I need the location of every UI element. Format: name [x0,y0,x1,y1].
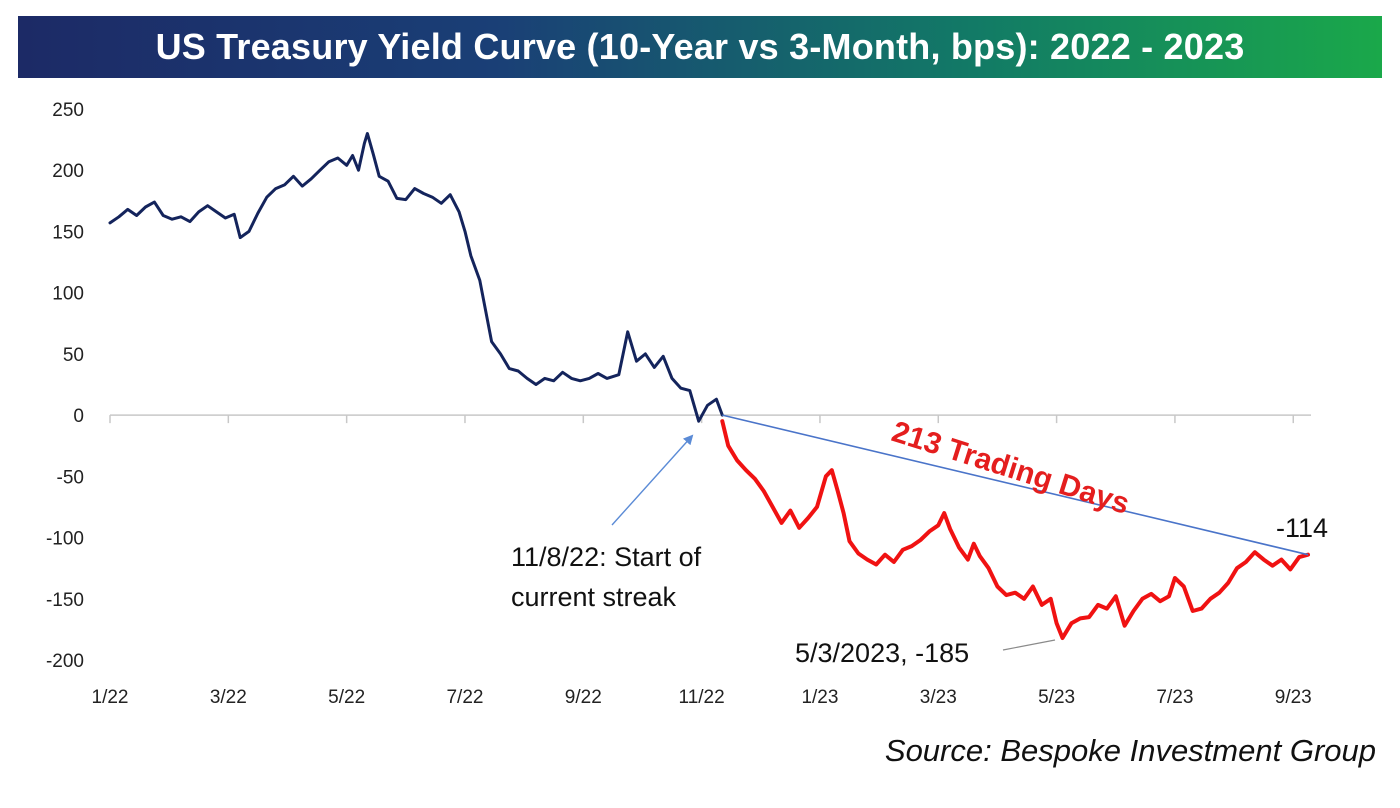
y-tick-label: -150 [46,590,84,611]
x-tick-label: 1/22 [92,687,129,708]
y-tick-label: -50 [57,467,84,488]
series-line-pre-inversion [108,132,724,423]
x-tick-label: 5/22 [328,687,365,708]
x-tick-label: 1/23 [801,687,838,708]
y-tick-label: 100 [52,284,84,305]
min-value-leader-line [1002,639,1056,651]
streak-start-label-line2: current streak [511,582,677,612]
series-line-inversion-streak [720,419,1310,640]
y-tick-label: 0 [73,406,84,427]
source-note: Source: Bespoke Investment Group [884,733,1376,768]
streak-start-arrow [611,434,694,526]
streak-start-label-line1: 11/8/22: Start of [511,542,702,572]
y-tick-label: -200 [46,651,84,672]
streak-label: 213 Trading Days [888,415,1133,521]
y-axis-ticks: 250 200 150 100 50 0 -50 -100 -150 -200 [46,100,84,672]
y-tick-label: 200 [52,161,84,182]
y-tick-label: -100 [46,529,84,550]
x-tick-label: 9/23 [1275,687,1312,708]
y-tick-label: 50 [63,345,84,366]
x-tick-label: 5/23 [1038,687,1075,708]
y-tick-label: 150 [52,222,84,243]
x-tick-label: 7/23 [1156,687,1193,708]
y-tick-label: 250 [52,100,84,121]
series-layer [108,132,1310,640]
last-value-label: -114 [1276,513,1328,543]
x-tick-label: 11/22 [679,687,725,708]
streak-trend-line [722,414,1309,556]
chart-title-bar: US Treasury Yield Curve (10-Year vs 3-Mo… [18,16,1382,78]
x-tick-label: 3/22 [210,687,247,708]
x-tick-label: 9/22 [565,687,602,708]
min-value-label: 5/3/2023, -185 [795,638,969,668]
x-axis: 1/22 3/22 5/22 7/22 9/22 11/22 1/23 3/23 5/23 7/2… [92,414,1312,708]
x-tick-label: 3/23 [920,687,957,708]
x-tick-label: 7/22 [446,687,483,708]
chart-title: US Treasury Yield Curve (10-Year vs 3-Mo… [155,26,1245,67]
